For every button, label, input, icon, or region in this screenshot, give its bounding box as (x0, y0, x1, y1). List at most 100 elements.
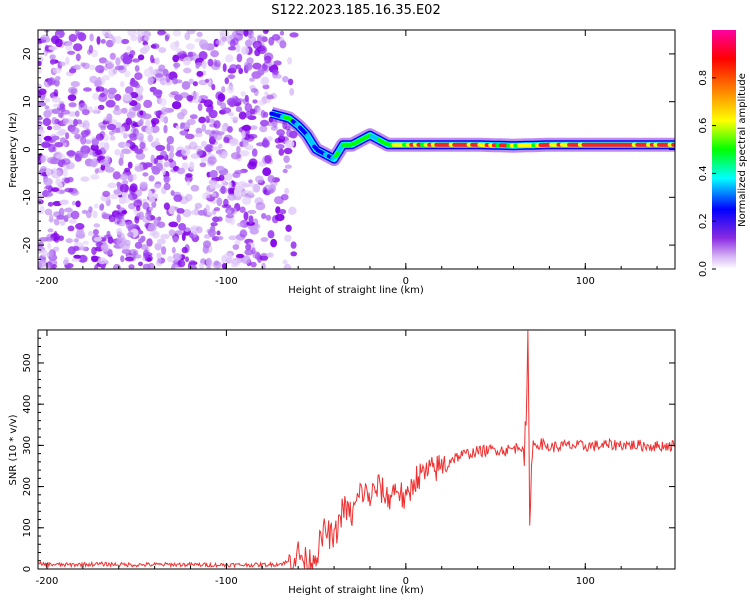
noise-blob (65, 42, 73, 51)
noise-blob (245, 144, 254, 150)
noise-blob (60, 220, 66, 225)
noise-blob (113, 264, 121, 271)
noise-blob (82, 120, 89, 129)
noise-blob (205, 130, 212, 135)
noise-blob (227, 98, 237, 106)
y-tick-label: 100 (22, 518, 33, 537)
noise-blob (94, 106, 98, 114)
noise-blob (98, 105, 105, 110)
noise-blob (132, 194, 138, 199)
noise-blob (143, 162, 153, 167)
noise-blob (168, 222, 178, 228)
noise-blob (182, 81, 191, 90)
noise-blob (75, 110, 80, 117)
noise-blob (127, 112, 136, 119)
noise-blob (121, 148, 131, 154)
noise-blob (219, 30, 229, 36)
snr-x-axis-label: Height of straight line (km) (288, 585, 424, 596)
noise-blob (156, 155, 164, 160)
noise-blob (120, 255, 124, 262)
noise-blob (166, 74, 171, 83)
noise-blob (65, 57, 70, 65)
noise-blob (140, 182, 148, 189)
noise-blob (106, 100, 116, 108)
noise-blob (210, 222, 217, 226)
noise-blob (283, 169, 288, 173)
noise-blob (191, 210, 198, 215)
noise-blob (214, 260, 219, 265)
noise-blob (148, 77, 154, 85)
noise-blob (50, 59, 55, 65)
noise-blob (164, 203, 170, 210)
noise-blob (92, 211, 97, 219)
noise-blob (53, 67, 62, 73)
noise-blob (180, 122, 185, 128)
y-tick-label: 10 (22, 95, 33, 108)
noise-blob (124, 71, 130, 78)
noise-blob (78, 32, 86, 41)
noise-blob (284, 188, 289, 195)
noise-blob (95, 168, 99, 174)
noise-blob (193, 81, 198, 86)
noise-blob (123, 93, 132, 101)
noise-blob (217, 197, 223, 206)
noise-blob (131, 121, 137, 129)
noise-blob (143, 250, 149, 258)
noise-blob (146, 238, 152, 246)
noise-blob (143, 45, 150, 52)
noise-blob (290, 251, 297, 256)
noise-blob (248, 210, 257, 214)
noise-blob (151, 118, 160, 125)
noise-blob (201, 141, 207, 148)
signal-halo-outer (271, 114, 675, 160)
noise-blob (92, 138, 99, 145)
snr-y-axis-label: SNR (10 * v/v) (8, 414, 19, 485)
x-tick-label: -200 (36, 276, 59, 287)
noise-blob (116, 182, 120, 188)
noise-blob (41, 249, 48, 257)
noise-blob (237, 54, 243, 63)
noise-blob (182, 233, 186, 241)
noise-blob (282, 76, 289, 82)
noise-blob (196, 71, 203, 77)
noise-blob (68, 87, 77, 94)
noise-blob (205, 190, 210, 198)
noise-blob (118, 232, 125, 241)
noise-blob (92, 93, 99, 100)
noise-blob (70, 127, 80, 134)
noise-blob (240, 207, 246, 213)
noise-blob (246, 63, 253, 71)
noise-blob (63, 259, 69, 265)
noise-blob (289, 32, 298, 37)
noise-blob (244, 212, 249, 221)
y-tick-label: 200 (22, 477, 33, 496)
noise-blob (262, 187, 267, 194)
noise-blob (261, 36, 267, 42)
noise-blob (221, 86, 225, 93)
noise-blob (194, 133, 202, 137)
noise-blob (52, 96, 61, 102)
noise-blob (47, 157, 57, 164)
chart-title: S122.2023.185.16.35.E02 (271, 3, 440, 18)
noise-blob (202, 124, 207, 132)
noise-blob (69, 102, 77, 107)
noise-blob (63, 118, 73, 125)
noise-blob (155, 58, 160, 65)
noise-blob (79, 152, 89, 158)
noise-blob (54, 218, 60, 225)
noise-blob (183, 68, 191, 74)
noise-blob (161, 107, 169, 115)
noise-blob (135, 65, 140, 72)
noise-blob (108, 92, 115, 99)
noise-blob (172, 55, 179, 63)
noise-blob (48, 228, 54, 232)
noise-blob (160, 234, 169, 239)
noise-blob (45, 237, 53, 242)
noise-blob (225, 173, 232, 181)
noise-blob (273, 60, 282, 65)
noise-blob (220, 186, 225, 194)
noise-blob (210, 170, 218, 178)
noise-blob (147, 134, 153, 142)
noise-blobs (34, 27, 299, 273)
noise-blob (283, 155, 290, 163)
